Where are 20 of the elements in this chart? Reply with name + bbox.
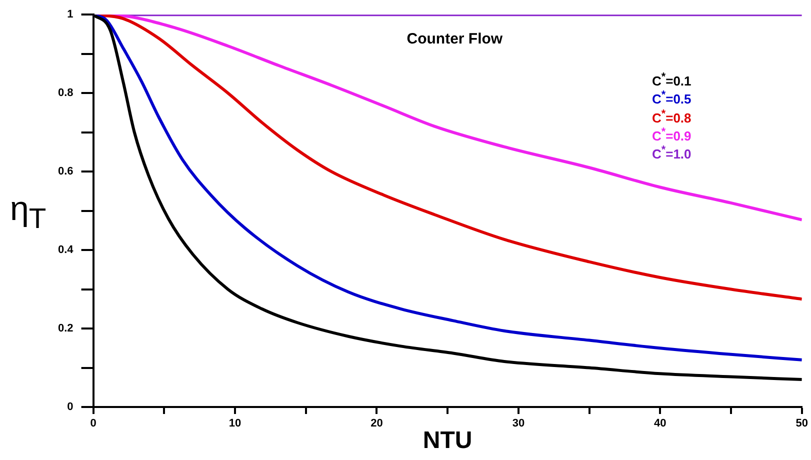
y-tick-label: 0.8: [58, 87, 74, 100]
text: C$^{*}$=0.8: [652, 106, 692, 125]
y-axis-title: η$_{T}$: [10, 190, 46, 236]
text: C$^{*}$=0.9: [652, 124, 692, 144]
y-tick-label: 1: [67, 8, 74, 21]
x-tick-label: 20: [370, 418, 383, 430]
x-axis-title: NTU: [422, 427, 472, 454]
y-tick-label: 0.2: [58, 322, 74, 335]
y-tick-label: 0.4: [58, 244, 74, 256]
x-tick-label: 50: [796, 418, 808, 430]
y-tick-label: 0: [67, 401, 74, 414]
x-tick-label: 40: [654, 418, 666, 430]
text: C$^{*}$=1.0: [652, 143, 692, 162]
x-tick-label: 10: [228, 418, 242, 430]
x-tick-label: 30: [512, 418, 525, 430]
annotation: Counter Flow: [406, 30, 503, 48]
x-tick-label: 0: [90, 418, 96, 430]
y-tick-label: 0.6: [58, 166, 74, 178]
text: C$^{*}$=0.5: [652, 88, 692, 107]
text: C$^{*}$=0.1: [652, 70, 692, 88]
